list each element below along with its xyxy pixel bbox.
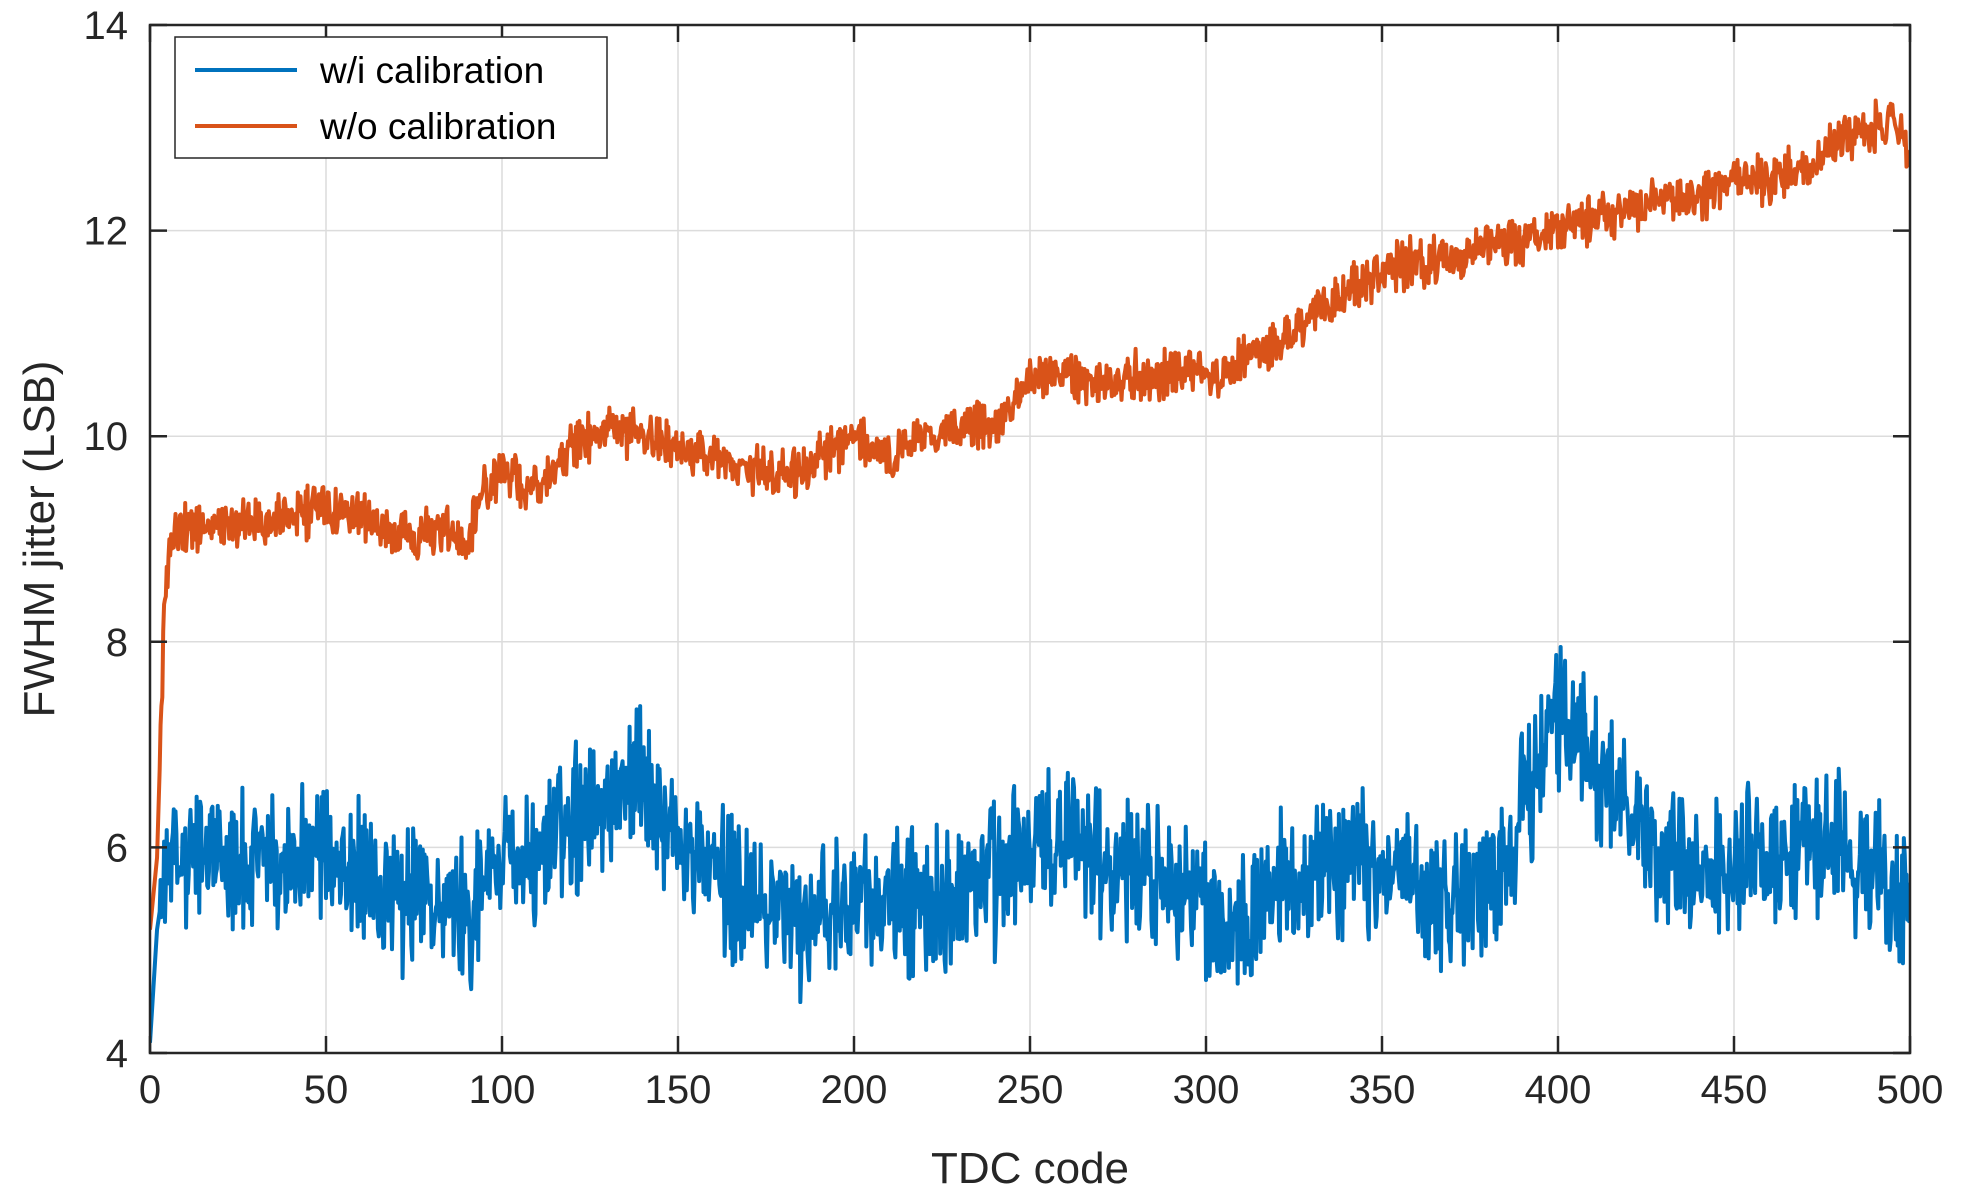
x-tick-label: 250 — [997, 1068, 1064, 1112]
x-axis-label: TDC code — [931, 1144, 1129, 1193]
y-axis-label: FWHM jitter (LSB) — [15, 361, 64, 718]
x-tick-label: 300 — [1173, 1068, 1240, 1112]
x-tick-label: 500 — [1877, 1068, 1944, 1112]
x-tick-label: 350 — [1349, 1068, 1416, 1112]
x-tick-label: 0 — [139, 1068, 161, 1112]
legend-label-with-calibration: w/i calibration — [319, 50, 544, 91]
axis-ticks — [148, 23, 1912, 1055]
series-line-0 — [150, 644, 1910, 1043]
y-tick-label: 4 — [106, 1032, 128, 1076]
x-tick-label: 200 — [821, 1068, 888, 1112]
y-tick-label: 12 — [84, 210, 129, 254]
legend-label-without-calibration: w/o calibration — [319, 106, 557, 147]
y-tick-label: 8 — [106, 621, 128, 665]
series-layer — [150, 98, 1910, 1043]
legend-box — [174, 36, 608, 159]
legend: w/i calibration w/o calibration — [174, 36, 608, 159]
y-tick-label: 10 — [84, 415, 129, 459]
axis-tick-labels: 0 50 100 150 200 250 300 350 400 450 500 4 6 8 10 12 14 — [84, 4, 1944, 1112]
x-tick-label: 400 — [1525, 1068, 1592, 1112]
x-tick-label: 150 — [645, 1068, 712, 1112]
y-tick-label: 6 — [106, 826, 128, 870]
x-tick-label: 100 — [469, 1068, 536, 1112]
x-tick-label: 450 — [1701, 1068, 1768, 1112]
x-tick-label: 50 — [304, 1068, 349, 1112]
y-tick-label: 14 — [84, 4, 129, 48]
series-line-1 — [150, 98, 1910, 930]
